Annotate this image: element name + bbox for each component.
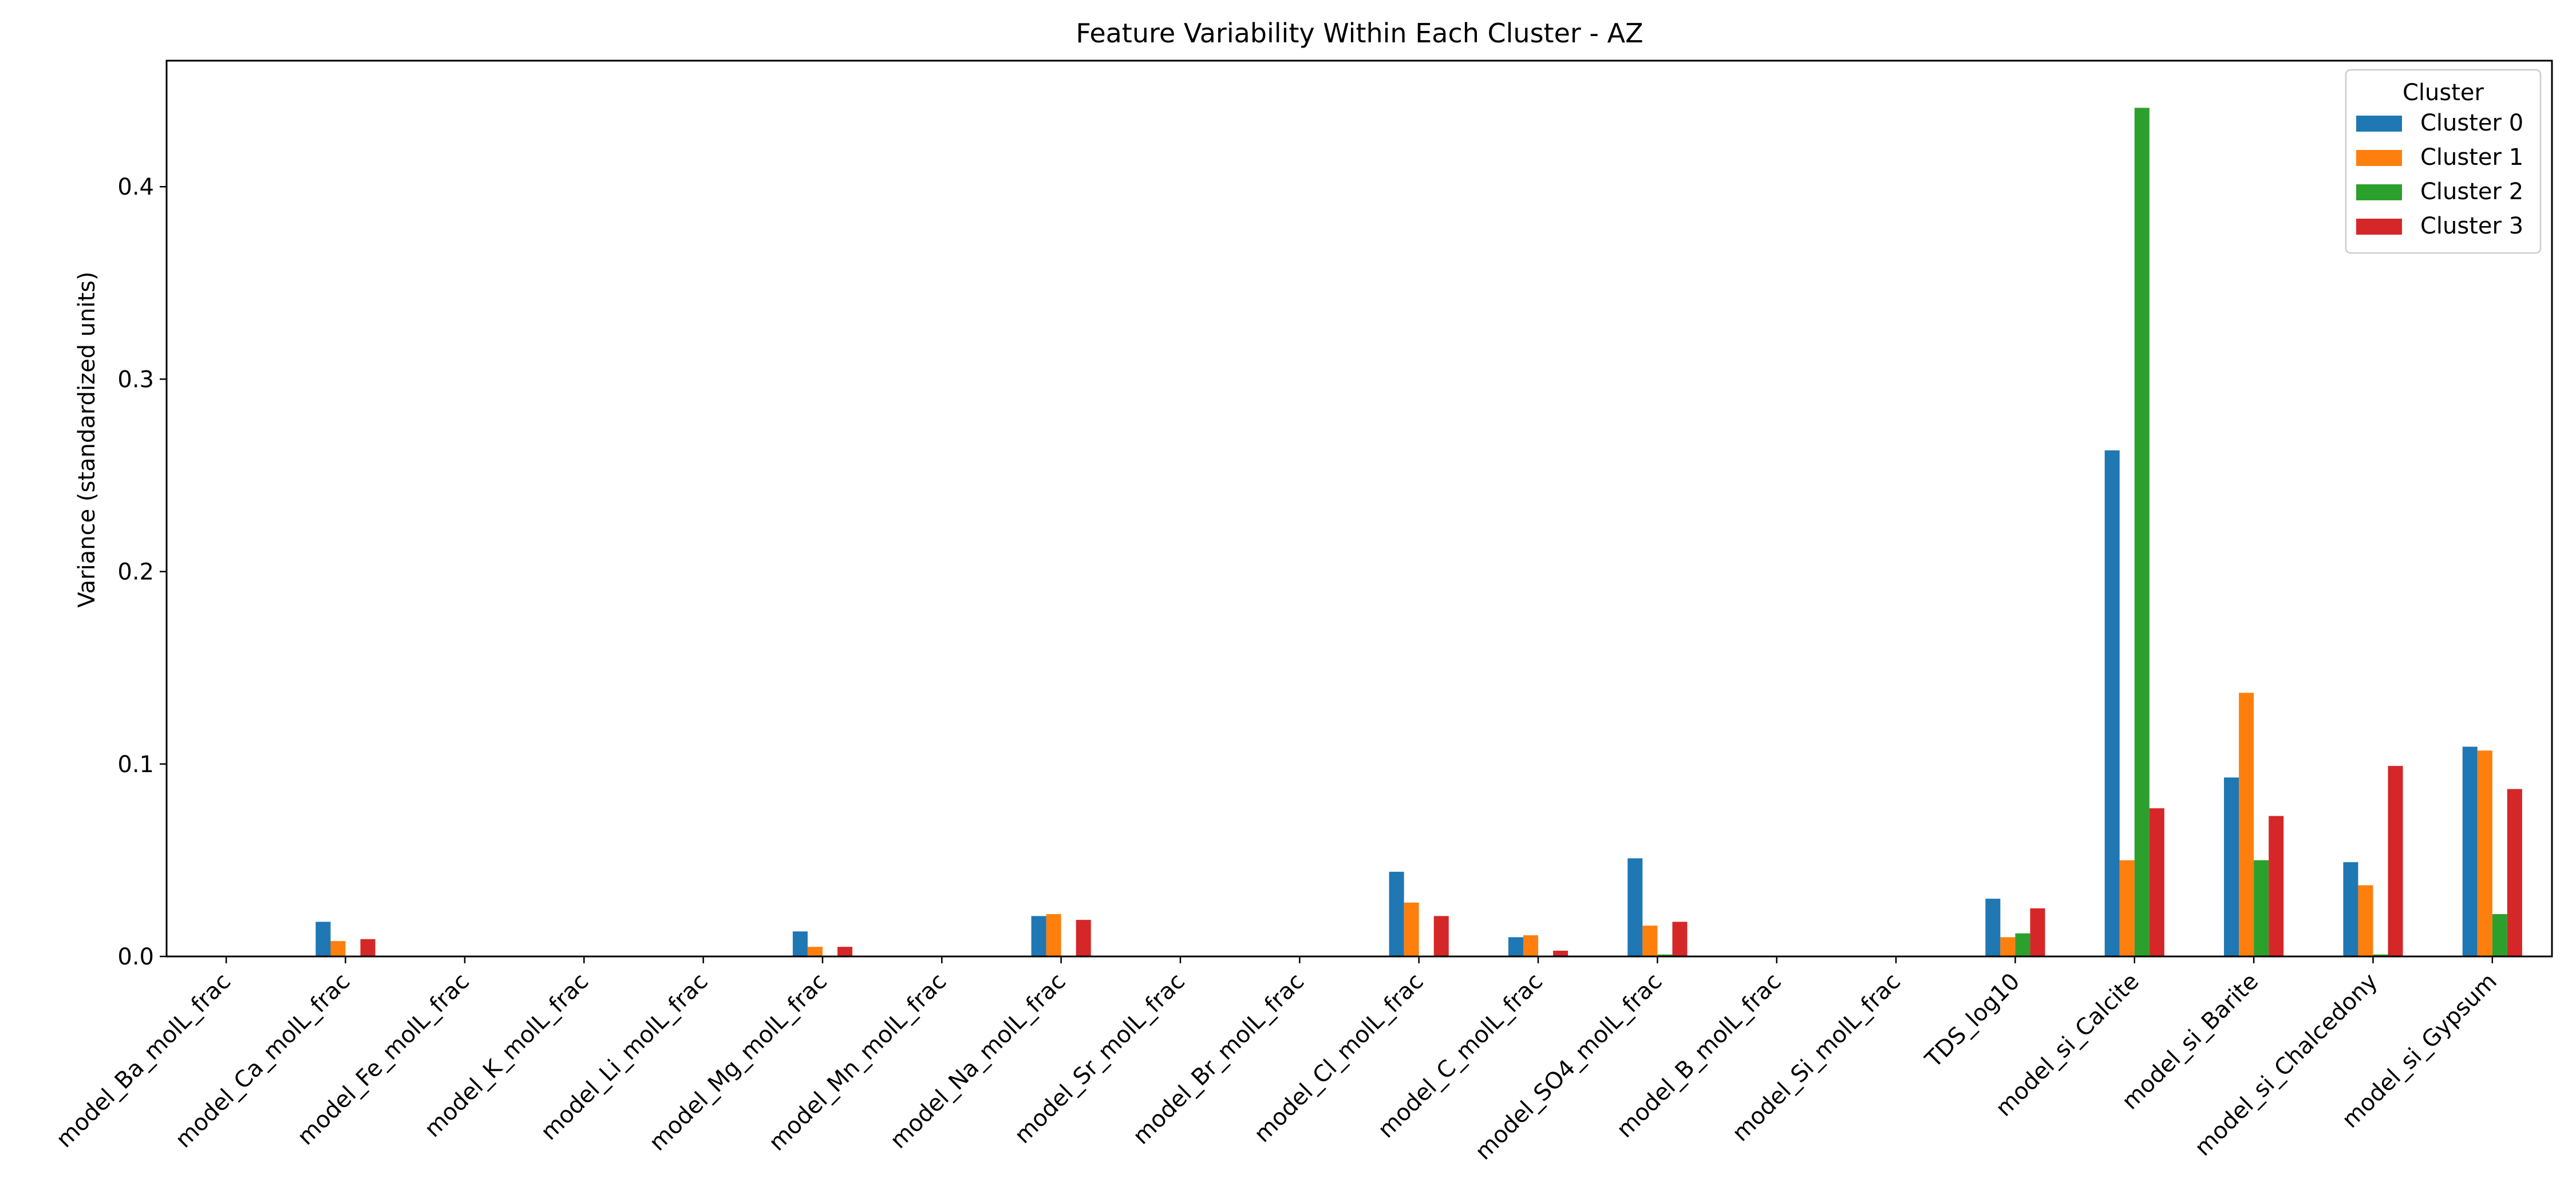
y-tick-label: 0.3 bbox=[117, 366, 154, 393]
legend-title: Cluster bbox=[2403, 80, 2484, 106]
y-axis-label: Variance (standardized units) bbox=[74, 271, 100, 607]
y-tick-label: 0.0 bbox=[117, 944, 154, 970]
bar-cluster-1 bbox=[2358, 885, 2373, 956]
bar-cluster-3 bbox=[1076, 920, 1091, 956]
bar-cluster-3 bbox=[2149, 808, 2164, 956]
bar-cluster-3 bbox=[1433, 916, 1449, 956]
bar-cluster-0 bbox=[1389, 872, 1404, 956]
bar-cluster-1 bbox=[1404, 902, 1419, 956]
legend-label: Cluster 1 bbox=[2420, 144, 2523, 171]
bar-cluster-2 bbox=[2134, 108, 2150, 957]
legend-swatch bbox=[2356, 219, 2402, 235]
legend-label: Cluster 2 bbox=[2420, 179, 2523, 205]
bar-cluster-1 bbox=[1642, 926, 1658, 956]
bar-cluster-3 bbox=[2507, 789, 2522, 956]
legend-swatch bbox=[2356, 116, 2402, 132]
bar-cluster-0 bbox=[1508, 937, 1523, 956]
legend-label: Cluster 0 bbox=[2420, 110, 2523, 136]
legend-label: Cluster 3 bbox=[2420, 213, 2523, 239]
bar-cluster-1 bbox=[2000, 937, 2016, 956]
plot-frame bbox=[165, 60, 2553, 958]
bar-cluster-2 bbox=[2373, 954, 2388, 956]
legend-entries: Cluster 0 Cluster 1 Cluster 2 Cluster 3 bbox=[2356, 110, 2523, 239]
y-tick-label: 0.4 bbox=[117, 174, 154, 200]
bar-cluster-3 bbox=[2388, 766, 2403, 956]
legend-swatch bbox=[2356, 184, 2402, 200]
bar-cluster-3 bbox=[2030, 908, 2045, 956]
bar-cluster-0 bbox=[792, 931, 808, 956]
bar-cluster-2 bbox=[2254, 860, 2269, 956]
bar-cluster-3 bbox=[360, 939, 376, 956]
y-axis: 0.0 0.1 0.2 0.3 0.4 bbox=[117, 174, 167, 970]
bar-cluster-2 bbox=[2492, 914, 2507, 956]
bar-cluster-3 bbox=[2269, 816, 2284, 956]
bar-cluster-0 bbox=[2343, 862, 2358, 956]
bar-cluster-0 bbox=[2462, 746, 2478, 956]
bar-cluster-0 bbox=[1627, 858, 1643, 956]
bar-cluster-2 bbox=[2015, 933, 2030, 956]
bar-cluster-1 bbox=[1046, 914, 1061, 956]
bar-cluster-3 bbox=[837, 947, 853, 956]
bar-cluster-0 bbox=[1031, 916, 1046, 956]
bar-cluster-0 bbox=[315, 922, 331, 956]
chart-title: Feature Variability Within Each Cluster … bbox=[1076, 18, 1643, 49]
bar-cluster-1 bbox=[330, 941, 346, 956]
bars-layer bbox=[315, 108, 2522, 957]
bar-cluster-1 bbox=[2477, 750, 2492, 956]
bar-cluster-0 bbox=[2224, 777, 2239, 956]
bar-cluster-1 bbox=[2239, 693, 2254, 956]
legend-swatch bbox=[2356, 150, 2402, 166]
bar-cluster-0 bbox=[1985, 899, 2001, 956]
y-tick-label: 0.1 bbox=[117, 752, 154, 778]
y-tick-label: 0.2 bbox=[117, 559, 154, 586]
bar-cluster-0 bbox=[2104, 450, 2120, 956]
bar-cluster-1 bbox=[2119, 860, 2135, 956]
bar-cluster-2 bbox=[1657, 954, 1673, 956]
bar-cluster-3 bbox=[1672, 922, 1688, 956]
bar-cluster-3 bbox=[1553, 950, 1568, 956]
bar-cluster-1 bbox=[1523, 935, 1539, 956]
bar-cluster-1 bbox=[807, 947, 823, 956]
